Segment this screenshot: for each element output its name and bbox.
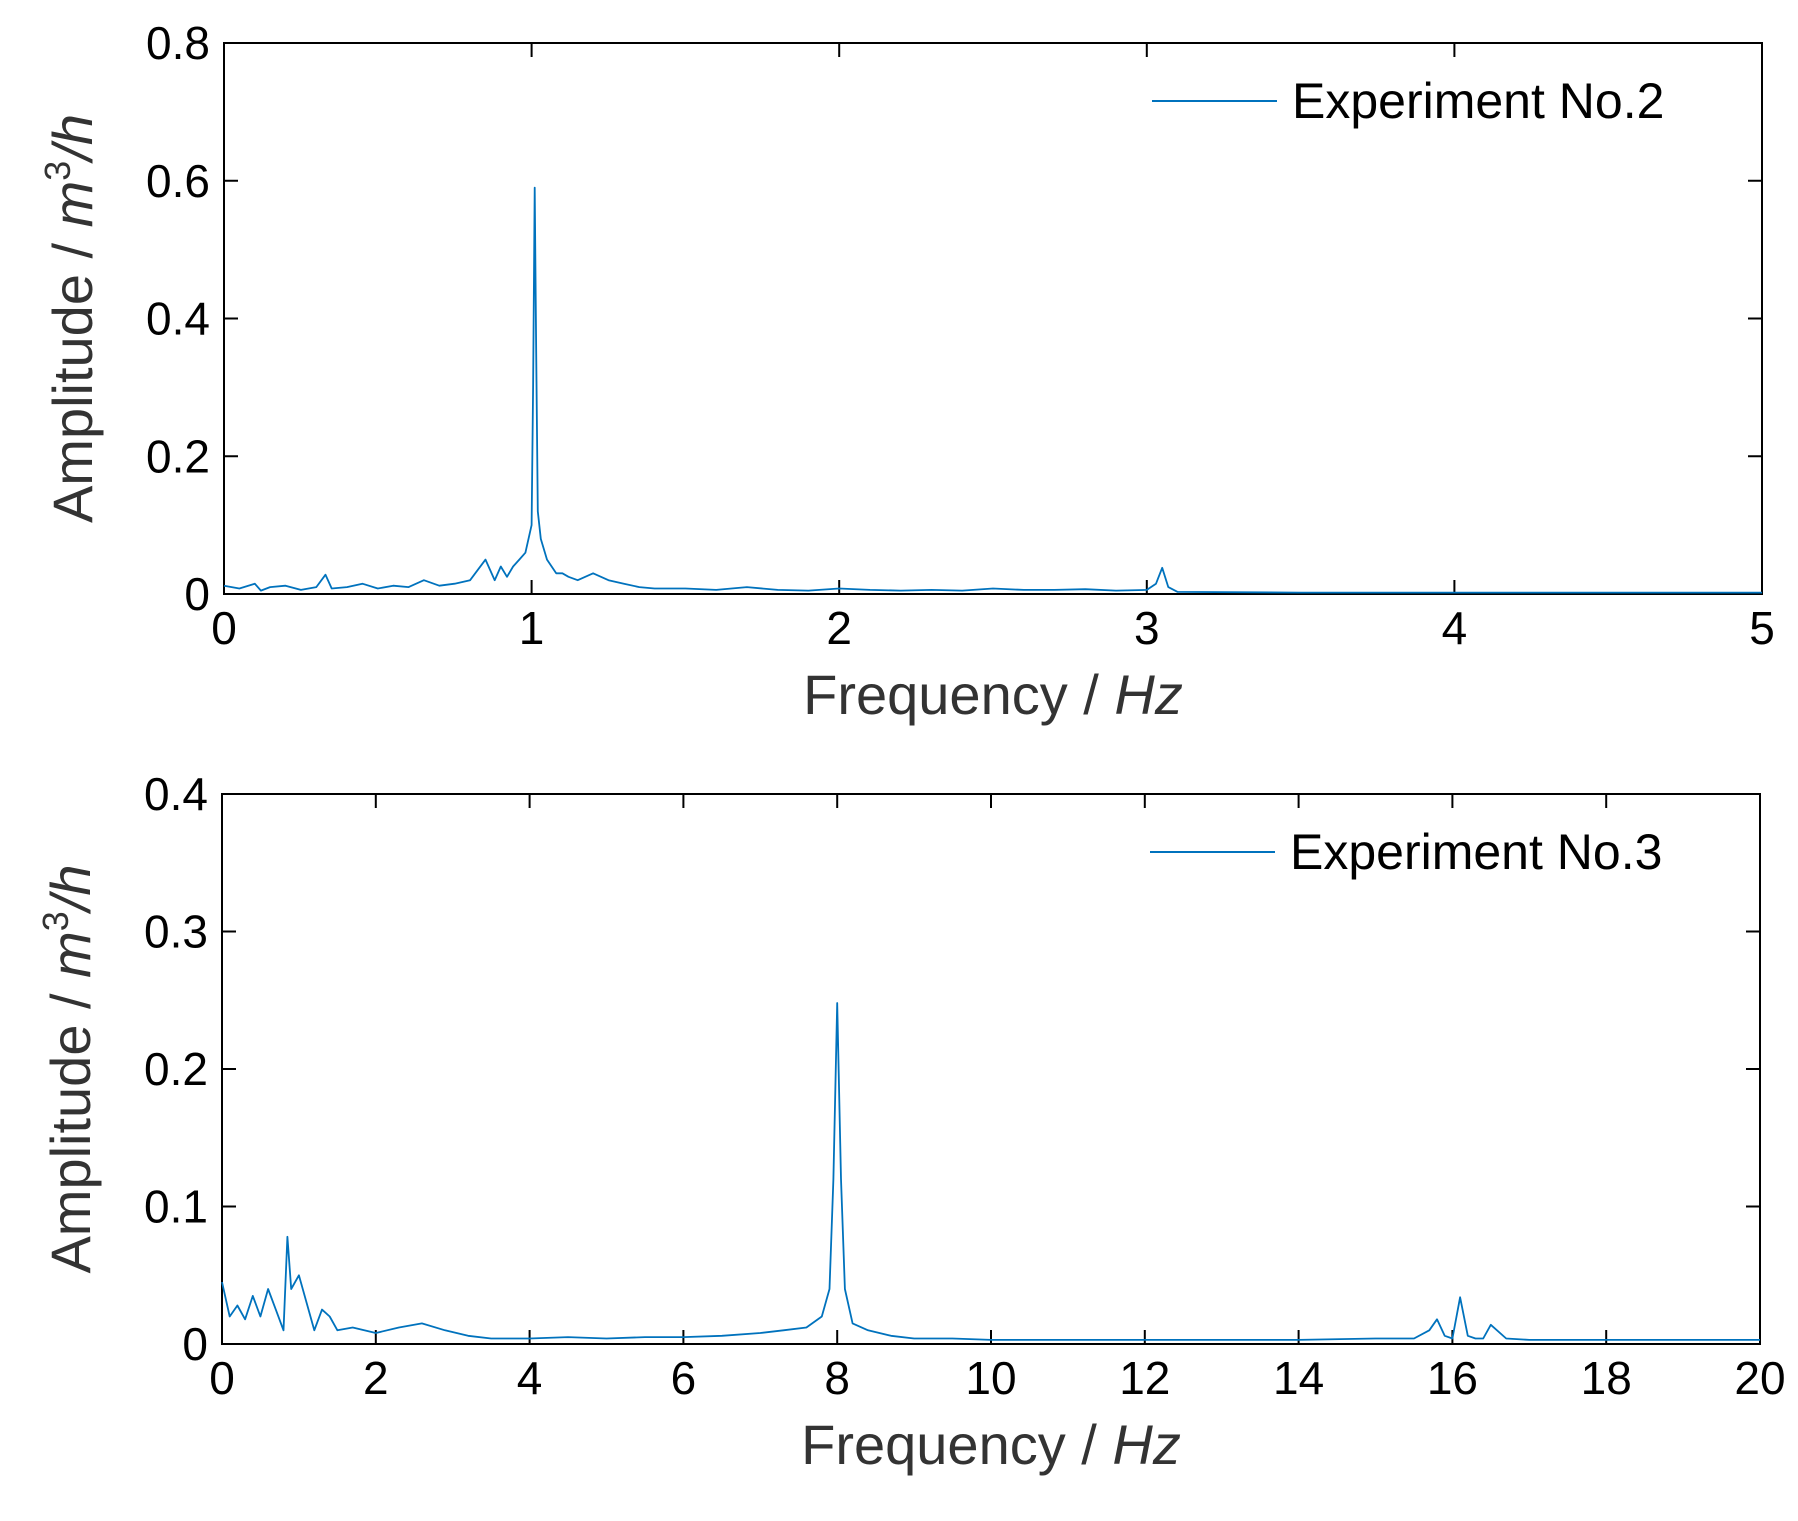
legend-label: Experiment No.2 <box>1292 73 1664 129</box>
x-axis-label-text: Frequency / <box>803 663 1114 726</box>
x-tick-label: 0 <box>209 1352 235 1404</box>
x-tick-label: 5 <box>1749 602 1775 654</box>
y-tick-label: 0.2 <box>146 430 210 482</box>
y-axis-label-text: Amplitude / <box>41 227 104 523</box>
x-tick-label: 2 <box>363 1352 389 1404</box>
x-axis-unit: Hz <box>1112 1413 1180 1476</box>
y-axis-unit-exponent: 3 <box>35 911 76 931</box>
y-tick-label: 0.3 <box>144 906 208 958</box>
x-tick-label: 12 <box>1119 1352 1170 1404</box>
x-axis-label: Frequency / Hz <box>803 663 1183 726</box>
x-tick-label: 1 <box>519 602 545 654</box>
y-axis-label: Amplitude / m3/h <box>37 114 104 523</box>
x-tick-label: 4 <box>1442 602 1468 654</box>
y-axis-unit-base: m <box>41 181 104 228</box>
x-tick-label: 18 <box>1581 1352 1632 1404</box>
legend-label: Experiment No.3 <box>1290 824 1662 880</box>
x-axis-label: Frequency / Hz <box>801 1413 1181 1476</box>
x-tick-label: 14 <box>1273 1352 1324 1404</box>
y-tick-label: 0.8 <box>146 17 210 69</box>
y-axis-label: Amplitude / m3/h <box>35 864 102 1273</box>
x-tick-label: 16 <box>1427 1352 1478 1404</box>
series-line-2 <box>221 1002 1760 1341</box>
x-tick-label: 20 <box>1734 1352 1785 1404</box>
x-tick-label: 8 <box>824 1352 850 1404</box>
y-axis-label-text: Amplitude / <box>39 978 102 1274</box>
x-axis-label-text: Frequency / <box>801 1413 1112 1476</box>
chart-1: 0 1 2 3 4 5 0 0.2 0.4 0.6 0.8 Frequency / Hz Amplitu… <box>37 17 1775 726</box>
y-axis-unit-tail: /h <box>39 864 102 915</box>
x-tick-label: 2 <box>826 602 852 654</box>
y-tick-label: 0.1 <box>144 1181 208 1233</box>
y-tick-label: 0.4 <box>146 293 210 345</box>
x-tick-label: 0 <box>211 602 237 654</box>
x-axis-unit: Hz <box>1114 663 1182 726</box>
y-tick-label: 0 <box>182 1318 208 1370</box>
x-tick-label: 6 <box>671 1352 697 1404</box>
y-tick-label: 0 <box>184 568 210 620</box>
y-tick-label: 0.6 <box>146 155 210 207</box>
series-line-1 <box>223 186 1762 594</box>
x-tick-label: 3 <box>1134 602 1160 654</box>
y-tick-label: 0.2 <box>144 1043 208 1095</box>
y-tick-label: 0.4 <box>144 768 208 820</box>
y-axis-unit-base: m <box>39 931 102 978</box>
y-axis-unit-exponent: 3 <box>37 161 78 181</box>
x-tick-label: 4 <box>517 1352 543 1404</box>
chart-2: 0 2 4 6 8 10 12 14 16 18 20 0 0.1 0.2 0.3 0.4 Frequency … <box>35 768 1786 1476</box>
x-tick-label: 10 <box>965 1352 1016 1404</box>
y-axis-unit-tail: /h <box>41 114 104 165</box>
